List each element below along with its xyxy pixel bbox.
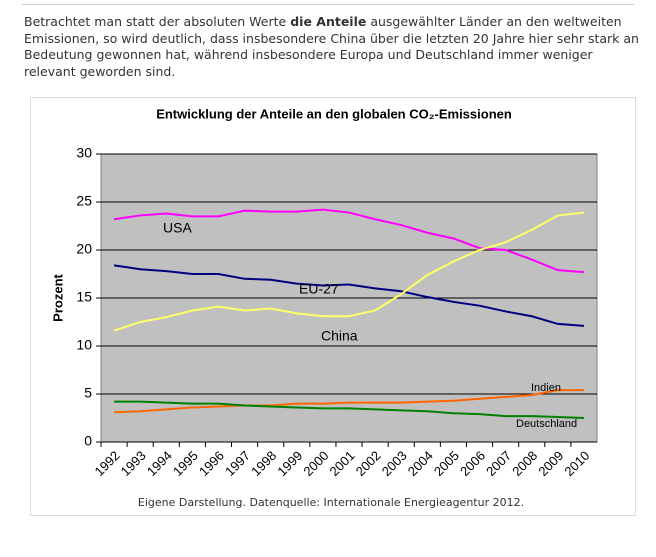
y-tick-label: 15 [76, 289, 92, 305]
x-tick-label: 2008 [509, 448, 540, 479]
x-tick-label: 1995 [170, 448, 201, 479]
x-tick-label: 2002 [353, 448, 384, 479]
data-line [114, 389, 584, 414]
x-tick-label: 2003 [379, 448, 410, 479]
data-line [113, 208, 585, 274]
series-label: Deutschland [516, 418, 577, 430]
caption: Eigene Darstellung. Datenquelle: Interna… [138, 496, 524, 509]
x-tick-label: 2001 [326, 448, 357, 479]
x-tick-label: 1998 [248, 448, 279, 479]
x-tick-label: 2000 [300, 448, 331, 479]
x-tick-label: 2004 [405, 448, 436, 479]
x-tick-label: 2009 [535, 448, 566, 479]
x-tick-label: 1996 [196, 448, 227, 479]
y-tick-label: 25 [76, 193, 92, 209]
data-line [113, 211, 585, 332]
data-line [114, 400, 584, 419]
x-tick-label: 2007 [483, 448, 514, 479]
y-axis-label: Prozent [50, 273, 65, 321]
x-tick-label: 1993 [118, 448, 149, 479]
x-tick-label: 1997 [222, 448, 253, 479]
y-tick-label: 0 [84, 433, 92, 449]
text: Betrachtet man statt der absoluten Werte [24, 14, 291, 29]
x-tick-label: 1992 [92, 448, 123, 479]
x-tick-label: 2006 [457, 448, 488, 479]
text: ausgewählter Länder an den weltweiten Em… [24, 14, 639, 79]
chart-title: Entwicklung der Anteile an den globalen … [156, 106, 512, 121]
bold-text: die Anteile [290, 14, 367, 29]
chart: Entwicklung der Anteile an den globalen … [30, 97, 636, 516]
paragraph: Betrachtet man statt der absoluten Werte… [24, 14, 644, 80]
data-line [113, 264, 585, 327]
y-tick-label: 30 [76, 145, 92, 161]
series-label: China [321, 328, 358, 344]
x-tick-label: 2005 [431, 448, 462, 479]
series-label: EU-27 [299, 281, 339, 297]
series-label: USA [163, 220, 192, 236]
series-label: Indien [531, 382, 561, 394]
separator [22, 4, 634, 5]
x-tick-label: 2010 [561, 448, 592, 479]
x-tick-label: 1999 [274, 448, 305, 479]
x-tick-label: 1994 [144, 448, 175, 479]
y-tick-label: 10 [76, 337, 92, 353]
y-tick-label: 5 [84, 385, 92, 401]
y-tick-label: 20 [76, 241, 92, 257]
